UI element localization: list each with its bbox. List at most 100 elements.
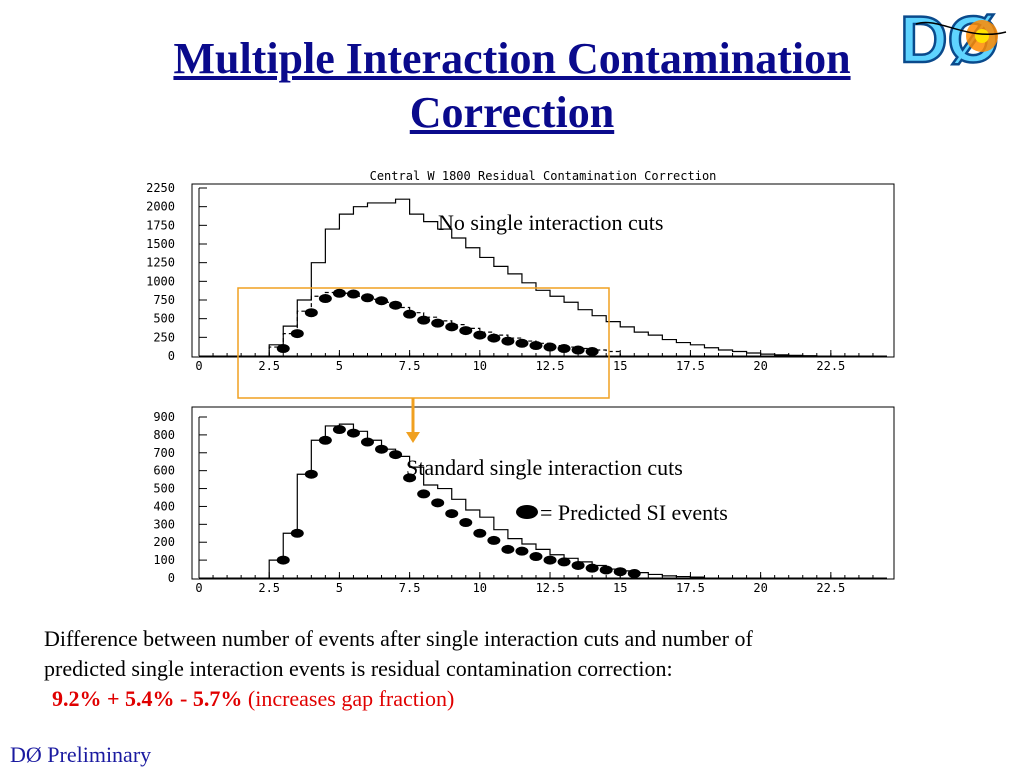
predicted-si-point bbox=[389, 300, 403, 310]
predicted-si-point bbox=[346, 289, 360, 299]
predicted-si-point bbox=[487, 333, 501, 343]
result-line: 9.2% + 5.4% - 5.7% (increases gap fracti… bbox=[44, 684, 984, 714]
predicted-si-point bbox=[332, 288, 346, 298]
y-tick-label: 250 bbox=[153, 330, 175, 344]
result-value: 9.2% + 5.4% - 5.7% bbox=[52, 686, 243, 711]
predicted-si-point bbox=[403, 309, 417, 319]
top-histogram: Central W 1800 Residual Contamination Co… bbox=[146, 169, 895, 373]
x-tick-label: 0 bbox=[195, 359, 202, 373]
y-tick-label: 100 bbox=[153, 553, 175, 567]
predicted-si-point bbox=[543, 342, 557, 352]
predicted-si-point bbox=[417, 489, 431, 499]
top-plot-frame bbox=[191, 183, 895, 358]
y-tick-label: 1000 bbox=[146, 274, 175, 288]
top-plot-title: Central W 1800 Residual Contamination Co… bbox=[370, 169, 717, 183]
y-tick-label: 600 bbox=[153, 464, 175, 478]
predicted-si-point bbox=[529, 341, 543, 351]
explanation-line-2: predicted single interaction events is r… bbox=[44, 656, 673, 681]
predicted-si-point bbox=[557, 557, 571, 567]
predicted-si-point bbox=[360, 293, 374, 303]
x-tick-label: 15 bbox=[613, 581, 627, 595]
predicted-si-point bbox=[403, 473, 417, 483]
predicted-si-point bbox=[599, 565, 613, 575]
x-tick-label: 22.5 bbox=[816, 359, 845, 373]
y-tick-label: 500 bbox=[153, 482, 175, 496]
predicted-si-point bbox=[276, 555, 290, 565]
arrow-head bbox=[406, 432, 420, 443]
predicted-si-point bbox=[290, 528, 304, 538]
x-tick-label: 5 bbox=[336, 359, 343, 373]
x-tick-label: 2.5 bbox=[258, 581, 280, 595]
histogram-plots: Central W 1800 Residual Contamination Co… bbox=[146, 169, 895, 595]
predicted-si-point bbox=[290, 329, 304, 339]
predicted-si-point bbox=[543, 555, 557, 565]
x-tick-label: 0 bbox=[195, 581, 202, 595]
predicted-si-point bbox=[613, 567, 627, 577]
predicted-si-point bbox=[332, 425, 346, 435]
y-tick-label: 0 bbox=[168, 571, 175, 585]
explanation-line-1: Difference between number of events afte… bbox=[44, 626, 753, 651]
y-tick-label: 1250 bbox=[146, 256, 175, 270]
predicted-si-point bbox=[304, 308, 318, 318]
legend-label: = Predicted SI events bbox=[540, 500, 728, 525]
predicted-si-point bbox=[276, 344, 290, 354]
predicted-si-point bbox=[375, 444, 389, 454]
x-tick-label: 17.5 bbox=[676, 581, 705, 595]
predicted-si-point bbox=[487, 535, 501, 545]
predicted-si-point bbox=[557, 344, 571, 354]
x-tick-label: 12.5 bbox=[536, 359, 565, 373]
y-tick-label: 1500 bbox=[146, 237, 175, 251]
result-note: (increases gap fraction) bbox=[247, 686, 455, 711]
predicted-si-point bbox=[459, 326, 473, 336]
predicted-si-point bbox=[318, 294, 332, 304]
y-tick-label: 700 bbox=[153, 446, 175, 460]
y-tick-label: 800 bbox=[153, 428, 175, 442]
predicted-si-point bbox=[571, 560, 585, 570]
explanation-text: Difference between number of events afte… bbox=[44, 624, 984, 714]
predicted-si-point bbox=[473, 330, 487, 340]
y-tick-label: 1750 bbox=[146, 218, 175, 232]
predicted-si-point bbox=[501, 544, 515, 554]
y-tick-label: 0 bbox=[168, 349, 175, 363]
predicted-si-point bbox=[346, 428, 360, 438]
x-tick-label: 17.5 bbox=[676, 359, 705, 373]
predicted-si-point bbox=[431, 498, 445, 508]
predicted-si-point bbox=[515, 338, 529, 348]
predicted-si-point bbox=[375, 296, 389, 306]
predicted-si-point bbox=[318, 435, 332, 445]
predicted-si-point bbox=[501, 336, 515, 346]
x-tick-label: 10 bbox=[473, 359, 487, 373]
y-tick-label: 2000 bbox=[146, 200, 175, 214]
annotation-standard-si-cuts: Standard single interaction cuts bbox=[406, 455, 683, 480]
x-tick-label: 22.5 bbox=[816, 581, 845, 595]
predicted-si-point bbox=[571, 345, 585, 355]
predicted-si-point bbox=[445, 322, 459, 332]
x-tick-label: 12.5 bbox=[536, 581, 565, 595]
legend-marker-icon bbox=[516, 504, 538, 519]
y-tick-label: 750 bbox=[153, 293, 175, 307]
x-tick-label: 2.5 bbox=[258, 359, 280, 373]
y-tick-label: 500 bbox=[153, 312, 175, 326]
highlight-box bbox=[237, 287, 610, 399]
predicted-si-point bbox=[585, 563, 599, 573]
footer-preliminary: DØ Preliminary bbox=[10, 742, 152, 767]
predicted-si-point bbox=[529, 552, 543, 562]
x-tick-label: 20 bbox=[753, 581, 767, 595]
x-tick-label: 7.5 bbox=[399, 359, 421, 373]
slide-title: Multiple Interaction Contamination Corre… bbox=[0, 32, 1024, 140]
y-tick-label: 400 bbox=[153, 499, 175, 513]
y-tick-label: 300 bbox=[153, 517, 175, 531]
y-tick-label: 200 bbox=[153, 535, 175, 549]
predicted-si-point bbox=[515, 546, 529, 556]
predicted-si-point bbox=[473, 528, 487, 538]
predicted-si-point bbox=[389, 450, 403, 460]
x-tick-label: 5 bbox=[336, 581, 343, 595]
predicted-si-point bbox=[431, 318, 445, 328]
bottom-plot-frame bbox=[191, 406, 895, 580]
x-tick-label: 10 bbox=[473, 581, 487, 595]
annotation-no-si-cuts: No single interaction cuts bbox=[438, 210, 664, 235]
x-tick-label: 7.5 bbox=[399, 581, 421, 595]
y-tick-label: 2250 bbox=[146, 181, 175, 195]
histogram-series-0-0 bbox=[268, 198, 818, 357]
predicted-si-point bbox=[304, 469, 318, 479]
